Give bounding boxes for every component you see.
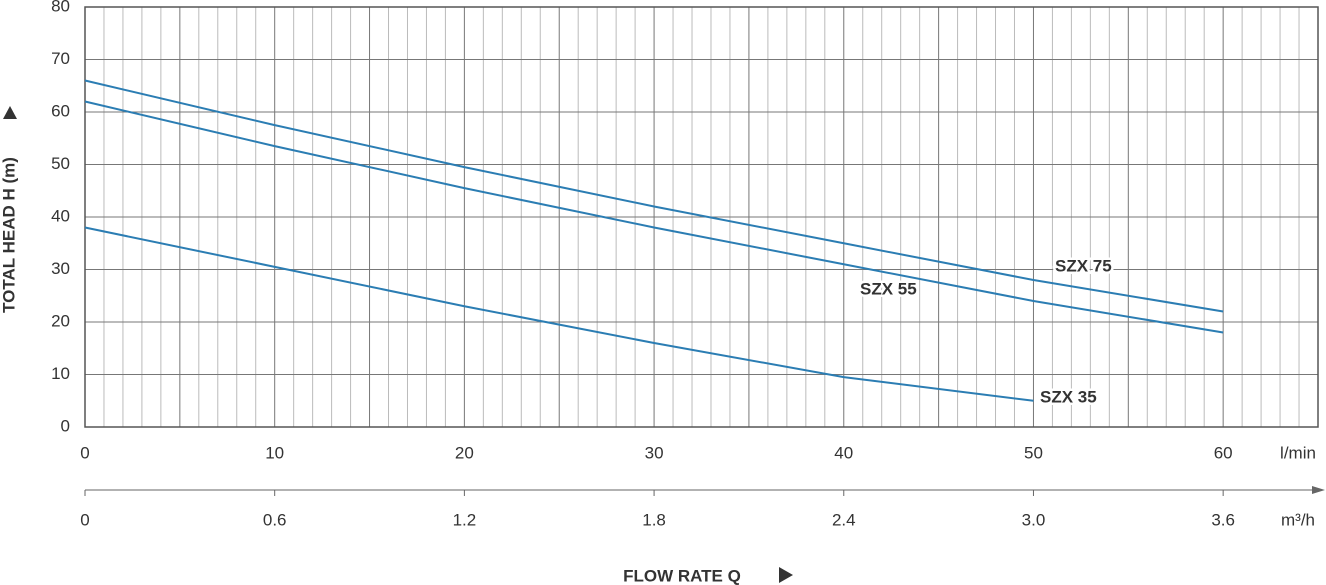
x-tick-label: 40 [834,443,853,462]
x2-tick-label: 3.6 [1211,510,1235,529]
x2-tick-label: 3.0 [1022,510,1046,529]
series-line [84,79,1224,313]
x2-tick-label: 1.8 [642,510,666,529]
x2-unit: m³/h [1281,510,1315,529]
y-tick-label: 50 [51,154,70,173]
x-axis-title: FLOW RATE Q [623,566,741,585]
x-tick-label: 60 [1214,443,1233,462]
x2-tick-label: 2.4 [832,510,856,529]
x-unit: l/min [1280,443,1316,462]
y-tick-label: 80 [51,0,70,15]
x2-tick-label: 0.6 [263,510,287,529]
y-tick-label: 70 [51,49,70,68]
plot-frame [84,6,1319,428]
y-tick-label: 30 [51,259,70,278]
y-tick-label: 0 [61,416,70,435]
y-tick-label: 40 [51,206,70,225]
y-tick-label: 10 [51,364,70,383]
series-line [84,226,1034,402]
x-arrow [779,567,793,583]
x-tick-label: 30 [645,443,664,462]
y-arrow [3,106,17,119]
y-tick-label: 20 [51,311,70,330]
x-tick-label: 50 [1024,443,1043,462]
x2-tick-label: 1.2 [453,510,477,529]
x-tick-label: 0 [80,443,89,462]
y-tick-label: 60 [51,101,70,120]
x-tick-label: 10 [265,443,284,462]
series-line [84,100,1224,334]
series-label: SZX 75 [1055,256,1112,275]
series-label: SZX 35 [1040,387,1097,406]
series-label: SZX 55 [860,279,917,298]
x-tick-label: 20 [455,443,474,462]
x2-axis-arrow [1312,486,1325,494]
x2-tick-label: 0 [80,510,89,529]
y-axis-title: TOTAL HEAD H (m) [0,157,18,313]
